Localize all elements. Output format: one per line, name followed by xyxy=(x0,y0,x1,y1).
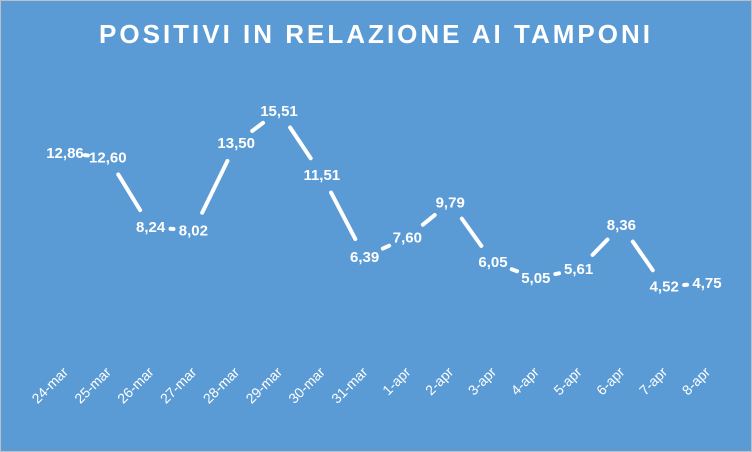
series-segment xyxy=(329,190,358,242)
chart-title: POSITIVI IN RELAZIONE AI TAMPONI xyxy=(99,19,653,49)
series-segment xyxy=(553,271,562,277)
data-label: 5,05 xyxy=(521,270,550,287)
series-segment xyxy=(250,120,266,133)
data-label: 5,61 xyxy=(564,261,593,278)
data-label: 8,24 xyxy=(136,219,166,236)
x-tick-label: 7-apr xyxy=(636,364,671,399)
data-label: 12,60 xyxy=(89,149,127,166)
series-segment xyxy=(630,239,655,273)
data-label: 8,36 xyxy=(607,217,636,234)
x-tick-label: 6-apr xyxy=(593,364,628,399)
data-label: 11,51 xyxy=(303,167,340,184)
x-tick-label: 31-mar xyxy=(328,364,371,407)
data-label: 9,79 xyxy=(436,194,465,211)
series-segment xyxy=(509,267,520,274)
x-tick-label: 27-mar xyxy=(157,364,200,407)
data-label: 15,51 xyxy=(260,103,298,120)
data-label: 7,60 xyxy=(393,229,422,246)
x-tick-label: 28-mar xyxy=(200,364,243,407)
x-tick-label: 29-mar xyxy=(242,364,285,407)
data-label: 12,86 xyxy=(46,145,84,162)
data-label: 6,05 xyxy=(478,254,507,271)
x-tick-label: 5-apr xyxy=(550,364,585,399)
x-tick-label: 25-mar xyxy=(71,364,114,407)
x-tick-label: 26-mar xyxy=(114,364,157,407)
x-tick-label: 1-apr xyxy=(379,364,414,399)
x-tick-label: 30-mar xyxy=(285,364,328,407)
data-label: 4,52 xyxy=(650,279,679,296)
series-segment xyxy=(200,158,230,215)
data-label: 13,50 xyxy=(217,135,255,152)
x-tick-label: 8-apr xyxy=(679,364,714,399)
data-label: 4,75 xyxy=(692,275,721,292)
data-label: 6,39 xyxy=(350,249,379,266)
series-segment xyxy=(288,125,313,161)
series-segment xyxy=(116,172,143,213)
x-tick-label: 4-apr xyxy=(507,364,542,399)
data-label: 8,02 xyxy=(179,223,208,240)
x-tick-label: 3-apr xyxy=(465,364,500,399)
x-tick-label: 2-apr xyxy=(422,364,457,399)
series-segment xyxy=(590,237,610,257)
series-segment xyxy=(380,243,392,251)
series-segment xyxy=(420,213,437,227)
series-segment xyxy=(459,216,484,248)
x-tick-label: 24-mar xyxy=(28,364,71,407)
